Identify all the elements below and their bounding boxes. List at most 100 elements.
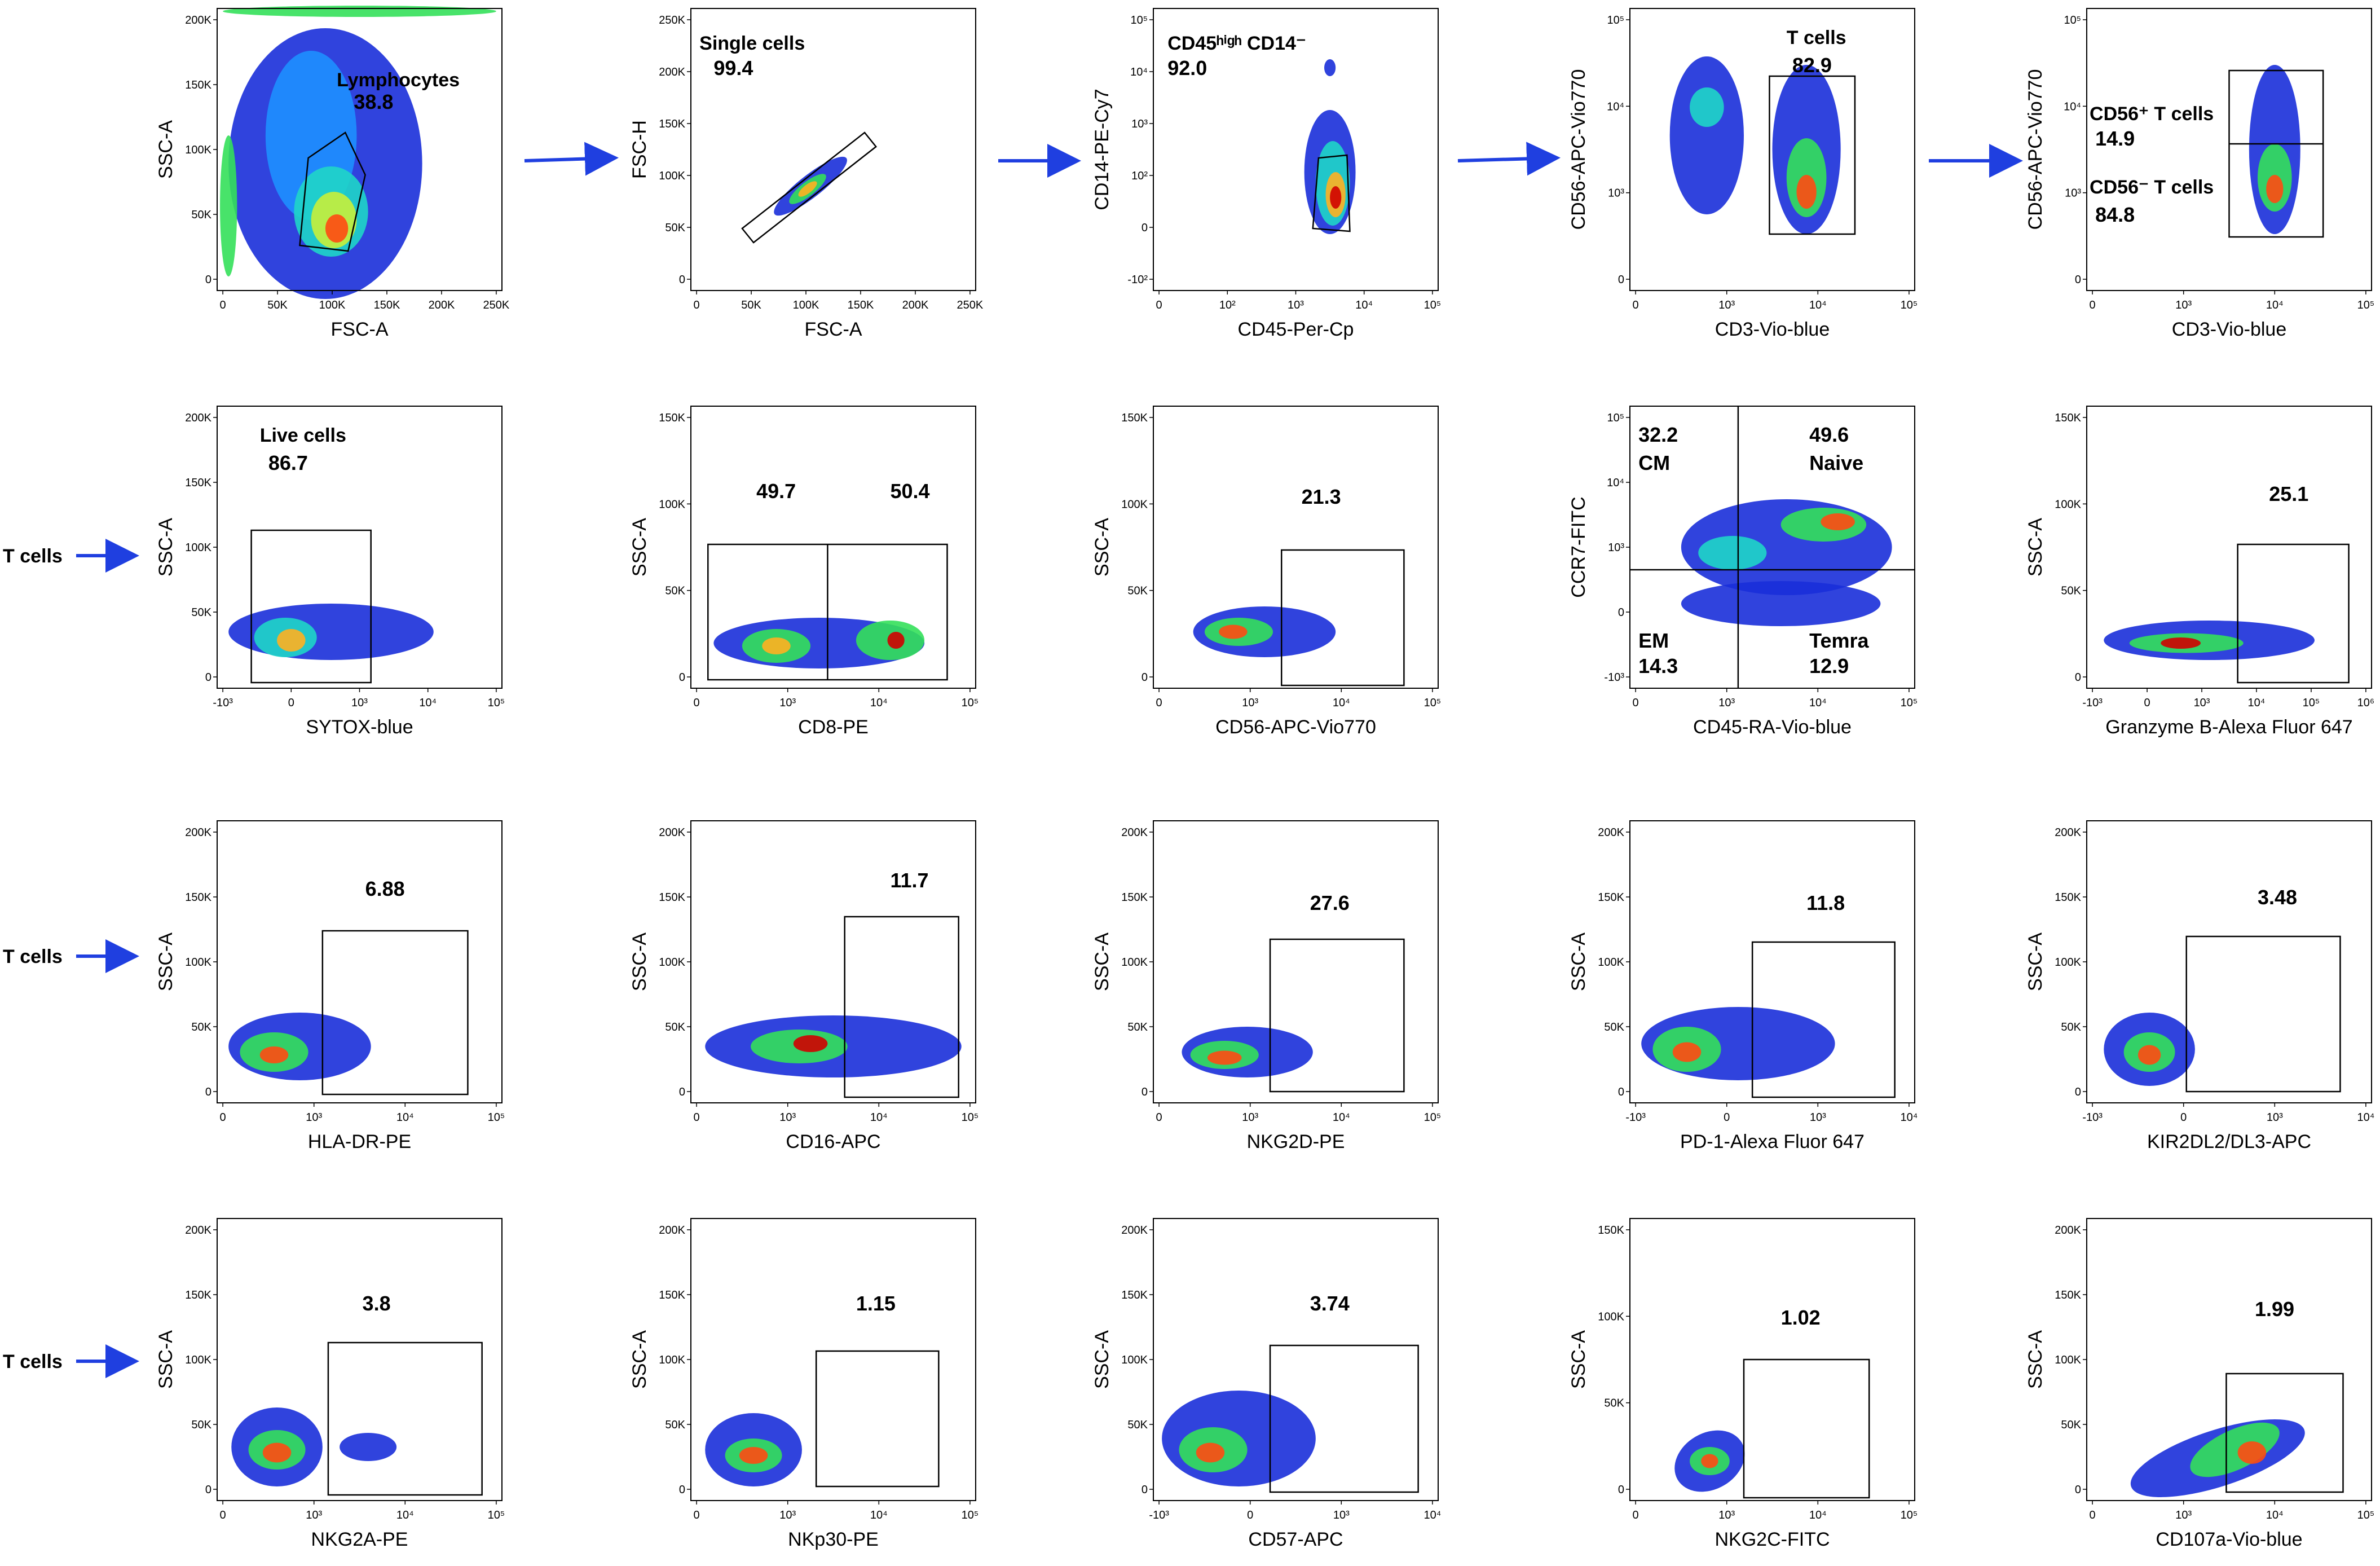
y-tick-label: 10²: [1131, 170, 1148, 182]
density-cloud: [2249, 65, 2300, 234]
y-tick-label: 50K: [1604, 1021, 1624, 1033]
density-cloud: [2104, 621, 2315, 660]
y-tick-label: 200K: [1121, 1224, 1148, 1237]
density-cloud: [1193, 606, 1336, 657]
y-tick-label: 150K: [659, 118, 685, 130]
x-tick-label: 100K: [319, 299, 346, 311]
x-axis-label: NKG2C-FITC: [1715, 1529, 1830, 1550]
y-axis-label: SSC-A: [1091, 518, 1113, 577]
y-tick-label: 100K: [1121, 1354, 1148, 1366]
density-cloud: [2130, 1419, 2305, 1497]
gate-value: 38.8: [354, 90, 393, 113]
x-axis-label: CD45-RA-Vio-blue: [1693, 716, 1852, 738]
x-axis-label: CD3-Vio-blue: [2172, 319, 2286, 340]
y-tick-label: 150K: [2055, 1289, 2081, 1301]
y-tick-label: 100K: [1121, 956, 1148, 969]
x-axis-label: NKG2A-PE: [311, 1529, 408, 1550]
plot-frame: [2086, 406, 2372, 689]
x-axis-label: PD-1-Alexa Fluor 647: [1680, 1131, 1865, 1152]
density-blob: [2137, 1045, 2161, 1065]
y-tick-label: 10⁵: [2064, 14, 2081, 27]
x-tick-label: 10³: [2194, 697, 2210, 709]
y-tick-label: 0: [1141, 222, 1148, 234]
x-tick-label: 10⁵: [2357, 1509, 2375, 1521]
y-tick-label: 100K: [2055, 956, 2081, 969]
y-tick-label: 150K: [1121, 412, 1148, 424]
x-tick-label: 10⁴: [1809, 1509, 1827, 1521]
x-tick-label: 250K: [483, 299, 510, 311]
density-blob: [2190, 1422, 2280, 1477]
density-blob: [1821, 513, 1855, 530]
density-blob: [762, 637, 791, 654]
x-tick-label: 10⁵: [1424, 697, 1442, 709]
x-tick-label: 10³: [779, 1509, 796, 1521]
x-tick-label: 10⁵: [1901, 299, 1918, 311]
x-tick-label: 0: [1633, 1509, 1639, 1521]
plot-frame: [1629, 1218, 1915, 1501]
x-tick-label: 0: [694, 697, 700, 709]
density-blob: [223, 6, 496, 17]
gate-rectangle: [1743, 1358, 1870, 1499]
y-tick-label: 0: [679, 1484, 685, 1496]
y-axis-label: SSC-A: [629, 1330, 650, 1389]
gate-name: CD56⁺ T cells: [2090, 103, 2214, 125]
x-tick-label: 10⁵: [962, 1509, 979, 1521]
y-tick-label: 100K: [659, 498, 685, 511]
row-label: T cells: [3, 1351, 63, 1373]
x-axis-label: CD3-Vio-blue: [1715, 319, 1830, 340]
y-axis-label: SSC-A: [1091, 932, 1113, 991]
y-tick-label: 0: [1618, 1484, 1624, 1496]
y-axis-label: CD14-PE-Cy7: [1091, 89, 1113, 210]
x-axis-label: CD16-APC: [786, 1131, 880, 1152]
density-cloud: [1162, 1391, 1316, 1486]
density-cloud: [705, 1413, 802, 1486]
density-blob: [1672, 1042, 1702, 1062]
x-tick-label: 10⁴: [396, 1111, 414, 1124]
y-tick-label: 0: [205, 1484, 211, 1496]
gate-rectangle: [1751, 941, 1896, 1098]
x-tick-label: 10⁴: [1355, 299, 1373, 311]
gate-value: 82.9: [1792, 54, 1832, 77]
y-tick-label: 150K: [2055, 412, 2081, 424]
y-tick-label: 50K: [191, 1021, 211, 1033]
x-tick-label: 0: [1156, 299, 1162, 311]
y-tick-label: 50K: [191, 209, 211, 221]
x-tick-label: 10³: [351, 697, 368, 709]
gate-polygon: [1312, 154, 1351, 232]
x-tick-label: 10³: [1242, 697, 1258, 709]
y-tick-label: 10³: [1608, 187, 1624, 200]
x-tick-label: 150K: [374, 299, 400, 311]
x-tick-label: 10⁵: [1424, 1111, 1442, 1124]
x-tick-label: 10⁴: [870, 697, 888, 709]
y-axis-label: CCR7-FITC: [1568, 496, 1589, 597]
gate-value: 49.7: [756, 480, 796, 503]
y-tick-label: 250K: [659, 14, 685, 27]
y-tick-label: 0: [679, 274, 685, 286]
x-axis-label: CD45-Per-Cp: [1238, 319, 1354, 340]
x-tick-label: 10⁴: [1900, 1111, 1918, 1124]
gate-value: 50.4: [891, 480, 930, 503]
y-tick-label: 0: [1618, 606, 1624, 619]
y-axis-label: SSC-A: [2025, 932, 2046, 991]
y-tick-label: 0: [1141, 1484, 1148, 1496]
x-tick-label: -10³: [2082, 1111, 2103, 1124]
plot-frame: [690, 8, 976, 291]
y-tick-label: 150K: [1121, 1289, 1148, 1301]
density-blob: [739, 1447, 768, 1464]
x-tick-label: 10³: [1810, 1111, 1826, 1124]
plot-frame: [690, 406, 976, 689]
x-tick-label: 0: [1247, 1509, 1253, 1521]
gate-rectangle: [1269, 938, 1405, 1093]
density-blob: [1681, 581, 1881, 626]
y-tick-label: 10⁵: [1130, 14, 1148, 27]
y-tick-label: 50K: [1604, 1397, 1624, 1410]
density-blob: [793, 1035, 828, 1052]
y-tick-label: 100K: [1598, 956, 1624, 969]
flow-plot-panel: Live cells 86.7 -10³ 0 10³ 10⁴ 10⁵ 200K 150K 100K…: [155, 406, 505, 738]
gate-polygon: [741, 131, 878, 244]
x-tick-label: 0: [1633, 299, 1639, 311]
x-tick-label: 10³: [2175, 1509, 2192, 1521]
